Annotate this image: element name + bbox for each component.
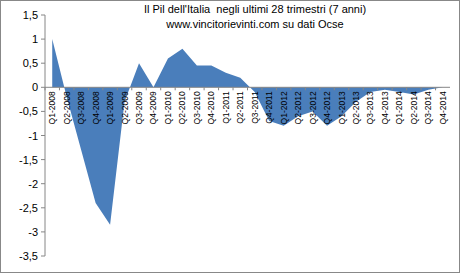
gdp-area — [52, 39, 443, 225]
x-tick-label: Q1-2012 — [279, 91, 289, 124]
x-tick-label: Q4-2008 — [91, 91, 101, 124]
x-tick — [102, 87, 103, 90]
y-tick-label: -1 — [28, 130, 38, 142]
y-tick-label: 1 — [32, 33, 38, 45]
y-tick-label: 0,5 — [23, 57, 38, 69]
x-tick-label: Q4-2010 — [206, 91, 216, 124]
x-tick-label: Q2-2014 — [409, 91, 419, 124]
x-tick — [334, 87, 335, 90]
x-tick-label: Q4-2011 — [264, 91, 274, 124]
x-tick — [392, 87, 393, 90]
x-tick-label: Q2-2009 — [120, 91, 130, 124]
x-tick-label: Q2-2008 — [62, 91, 72, 124]
x-tick — [377, 87, 378, 90]
x-tick — [290, 87, 291, 90]
x-tick — [131, 87, 132, 90]
x-tick-label: Q1-2009 — [105, 91, 115, 124]
y-tick — [41, 256, 45, 257]
chart: 1,5 1 0,5 0 -0,5 -1 -1,5 -2 -2,5 -3 -3,5 Q1-2008 Q2-… — [0, 0, 460, 273]
y-tick — [41, 15, 45, 16]
y-tick-label: -1,5 — [19, 154, 38, 166]
x-tick-label: Q4-2012 — [322, 91, 332, 124]
x-tick-label: Q1-2014 — [394, 91, 404, 124]
y-tick-label: -3 — [28, 226, 38, 238]
x-tick — [189, 87, 190, 90]
y-tick — [41, 231, 45, 232]
x-tick-label: Q2-2010 — [177, 91, 187, 124]
x-tick-label: Q4-2009 — [148, 91, 158, 124]
y-tick-label: -3,5 — [19, 250, 38, 262]
x-tick — [421, 87, 422, 90]
x-tick-label: Q2-2012 — [293, 91, 303, 124]
x-tick — [59, 87, 60, 90]
x-tick-label: Q3-2013 — [365, 91, 375, 124]
x-tick — [276, 87, 277, 90]
x-tick-label: Q1-2008 — [47, 91, 57, 124]
chart-border — [1, 1, 460, 273]
plot-area — [52, 39, 443, 225]
x-tick-label: Q2-2013 — [351, 91, 361, 124]
x-tick — [348, 87, 349, 90]
y-tick — [41, 183, 45, 184]
x-tick — [45, 87, 46, 90]
x-tick — [305, 87, 306, 90]
y-tick — [41, 135, 45, 136]
x-tick — [435, 87, 436, 90]
y-tick-label: -2 — [28, 178, 38, 190]
x-tick-label: Q1-2013 — [337, 91, 347, 124]
x-tick — [204, 87, 205, 90]
title: Il Pil dell'Italia negli ultimi 28 trime… — [144, 3, 366, 15]
x-tick-label: Q3-2014 — [423, 91, 433, 124]
x-tick — [233, 87, 234, 90]
x-tick — [261, 87, 262, 90]
y-tick-label: -2,5 — [19, 202, 38, 214]
x-tick — [73, 87, 74, 90]
x-tick-label: Q3-2011 — [250, 91, 260, 124]
x-tick — [175, 87, 176, 90]
subtitle: www.vincitorievinti.com su dati Ocse — [165, 18, 343, 30]
x-tick — [117, 87, 118, 90]
x-tick-label: Q3-2008 — [76, 91, 86, 124]
y-tick-label: -0,5 — [19, 105, 38, 117]
x-tick-label: Q3-2012 — [308, 91, 318, 124]
x-tick-label: Q1-2010 — [163, 91, 173, 124]
x-tick-label: Q2-2011 — [235, 91, 245, 124]
x-tick-label: Q3-2010 — [192, 91, 202, 124]
y-tick — [41, 207, 45, 208]
x-tick — [247, 87, 248, 90]
x-tick — [363, 87, 364, 90]
y-tick-label: 1,5 — [23, 9, 38, 21]
y-tick — [41, 159, 45, 160]
x-tick-label: Q1-2011 — [221, 91, 231, 124]
x-tick-label: Q4-2014 — [438, 91, 448, 124]
y-tick-label: 0 — [32, 81, 38, 93]
x-tick-label: Q4-2013 — [380, 91, 390, 124]
x-tick — [406, 87, 407, 90]
x-tick — [146, 87, 147, 90]
x-tick — [218, 87, 219, 90]
x-tick-label: Q3-2009 — [134, 91, 144, 124]
x-tick — [88, 87, 89, 90]
x-tick — [319, 87, 320, 90]
y-tick — [41, 87, 45, 88]
y-tick — [41, 39, 45, 40]
y-tick — [41, 63, 45, 64]
x-tick — [160, 87, 161, 90]
y-tick — [41, 111, 45, 112]
